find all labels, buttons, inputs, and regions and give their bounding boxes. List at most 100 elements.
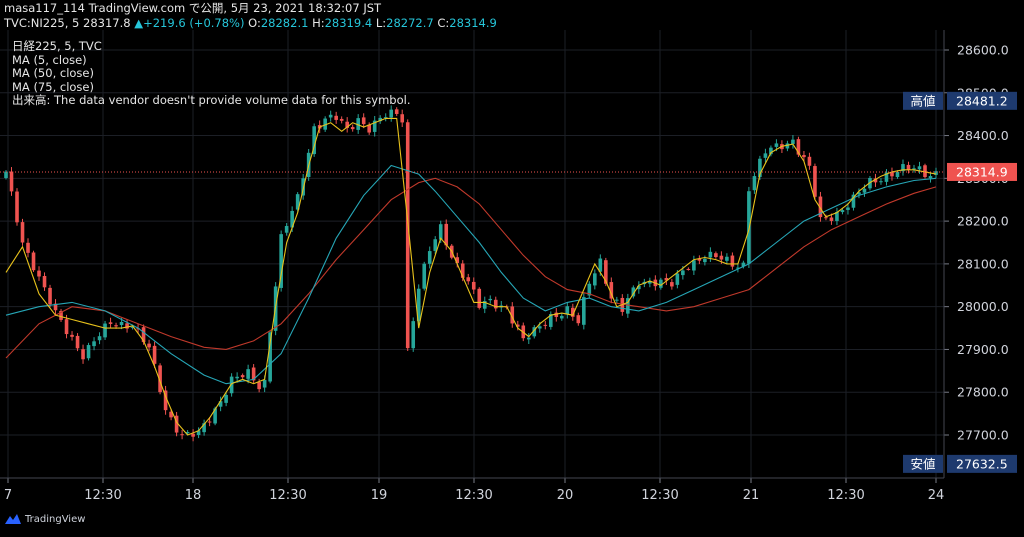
open-value: 28282.1 (260, 16, 309, 30)
chart-legend: 日経225, 5, TVC MA (5, close) MA (50, clos… (12, 39, 411, 108)
candle-up (769, 147, 773, 155)
symbol-code: TVC:NI225, 5 (4, 16, 80, 30)
candle-down (873, 178, 878, 183)
candle-up (840, 210, 845, 213)
candle-down (53, 303, 58, 311)
candle-up (97, 336, 102, 341)
legend-volume-note: 出来高: The data vendor doesn't provide vol… (12, 93, 411, 107)
high-value: 28319.4 (324, 16, 373, 30)
candle-down (477, 288, 482, 308)
candle-down (59, 310, 63, 320)
y-tick-label: 28400.0 (957, 128, 1009, 143)
candle-up (427, 251, 432, 264)
candle-down (108, 322, 113, 324)
candle-up (4, 171, 8, 178)
candle-down (48, 287, 52, 305)
candle-down (350, 127, 355, 130)
candle-down (334, 115, 338, 120)
candle-down (345, 121, 349, 128)
candle-down (251, 367, 256, 381)
candle-down (191, 433, 195, 437)
candle-up (86, 345, 91, 359)
candle-down (26, 242, 30, 253)
candle-up (725, 256, 729, 261)
candle-up (851, 194, 856, 208)
x-tick-label: 20 (557, 488, 574, 503)
candle-up (708, 251, 713, 258)
candle-up (433, 239, 438, 251)
candle-up (774, 143, 779, 147)
candle-up (637, 285, 641, 290)
candle-up (262, 379, 267, 388)
candle-up (912, 168, 916, 170)
legend-ma5: MA (5, close) (12, 52, 87, 67)
high-tag-value: 28481.2 (956, 93, 1008, 108)
candle-up (279, 234, 283, 288)
candle-up (92, 341, 96, 347)
candle-up (559, 315, 564, 319)
candle-up (675, 273, 680, 285)
candle-down (813, 166, 817, 197)
candle-down (697, 258, 702, 261)
tradingview-logo-icon (5, 514, 21, 524)
candle-up (593, 273, 597, 286)
candle-up (615, 299, 619, 301)
candle-down (829, 217, 834, 221)
candle-down (64, 319, 69, 335)
candle-down (81, 349, 85, 360)
candle-up (383, 117, 388, 119)
x-tick-label: 12:30 (641, 488, 678, 503)
candle-up (548, 314, 553, 327)
candle-up (185, 432, 190, 434)
candle-down (571, 307, 575, 317)
candle-up (648, 281, 652, 284)
high-tag-label-box (903, 91, 943, 110)
price-chart[interactable]: 27700.0 27800.0 27900.0 28000.0 28100.0 28200… (0, 30, 1024, 508)
candle-down (394, 109, 399, 114)
candle-up (785, 143, 790, 149)
candle-down (543, 324, 548, 326)
legend-symbol: 日経225, 5, TVC (12, 39, 102, 53)
candle-down (31, 252, 36, 271)
candle-up (692, 260, 696, 271)
y-tick-label: 28000.0 (957, 299, 1009, 314)
candle-down (824, 217, 828, 219)
candle-down (400, 114, 405, 123)
candle-down (730, 255, 735, 267)
candle-up (312, 126, 316, 155)
candle-down (455, 257, 460, 263)
candle-down (125, 323, 129, 329)
candle-down (42, 275, 47, 288)
candle-up (631, 287, 636, 297)
candle-down (670, 282, 674, 287)
candle-down (405, 122, 410, 349)
ma50-line (5, 164, 937, 385)
candle-down (257, 382, 261, 390)
candle-up (416, 288, 421, 322)
candle-down (890, 171, 894, 177)
candle-down (367, 124, 371, 133)
candle-down (802, 155, 806, 158)
candle-up (356, 118, 360, 130)
candle-down (180, 434, 184, 436)
high-tag-label: 高値 (910, 93, 935, 108)
candle-up (565, 306, 570, 315)
candle-down (796, 139, 801, 155)
candle-up (103, 323, 107, 338)
candle-up (268, 332, 272, 382)
candle-up (582, 297, 586, 325)
candle-up (846, 207, 850, 210)
x-tick-label: 12:30 (827, 488, 864, 503)
candle-up (598, 258, 603, 272)
candle-up (218, 401, 223, 407)
candle-down (471, 281, 476, 290)
candle-up (284, 226, 289, 233)
candle-up (758, 158, 762, 178)
candle-up (736, 267, 740, 269)
close-display: 28317.8 (83, 16, 131, 30)
candle-down (207, 421, 212, 423)
low-value: 28272.7 (386, 16, 434, 30)
candle-down (818, 196, 823, 218)
candle-up (389, 109, 394, 118)
up-arrow-icon: ▲ (134, 16, 144, 30)
